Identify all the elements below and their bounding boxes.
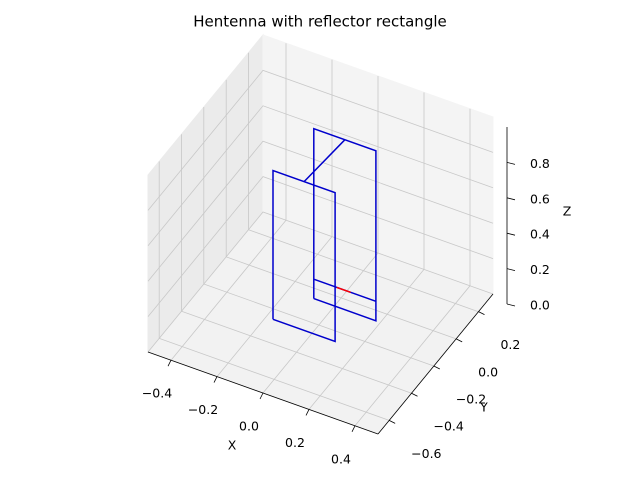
tick-mark [411,392,418,397]
x-tick-label: −0.4 [142,386,172,401]
y-axis-label: Y [479,400,488,415]
grid-line [147,140,494,282]
grid-line [147,176,494,317]
y-tick-label: 0.0 [478,364,498,379]
tick-mark [351,425,356,432]
z-tick-label: 0.0 [530,298,550,313]
data-line [336,286,351,294]
x-tick-label: 0.2 [285,435,305,450]
tick-mark [506,303,516,307]
z-tick-label: 0.4 [530,227,550,242]
x-tick-label: 0.0 [239,419,259,434]
x-axis-label: X [228,438,237,453]
tick-mark [213,376,218,383]
axis-line [147,351,379,435]
x-tick-label: −0.2 [188,402,218,417]
z-axis-label: Z [563,204,572,219]
grid-line [147,105,494,247]
z-tick-label: 0.2 [530,262,550,277]
tick-mark [388,420,396,424]
tick-mark [455,338,463,343]
x-tick-label: 0.4 [331,451,351,466]
tick-mark [167,360,172,367]
tick-mark [506,232,516,236]
chart-title: Hentenna with reflector rectangle [193,13,446,31]
tick-mark [433,365,441,370]
axis-line [377,293,494,435]
tick-mark [506,162,516,165]
y-tick-label: −0.6 [411,446,441,461]
y-tick-label: −0.2 [456,392,486,407]
tick-mark [506,268,516,271]
y-tick-label: −0.4 [433,419,463,434]
tick-mark [259,392,264,400]
tick-mark [478,311,485,316]
grid-line [147,211,494,353]
z-tick-label: 0.6 [530,191,550,206]
tick-mark [305,409,310,416]
tick-mark [506,197,516,201]
z-tick-label: 0.8 [530,156,550,171]
y-tick-label: 0.2 [500,337,520,352]
grid-line [147,69,494,211]
